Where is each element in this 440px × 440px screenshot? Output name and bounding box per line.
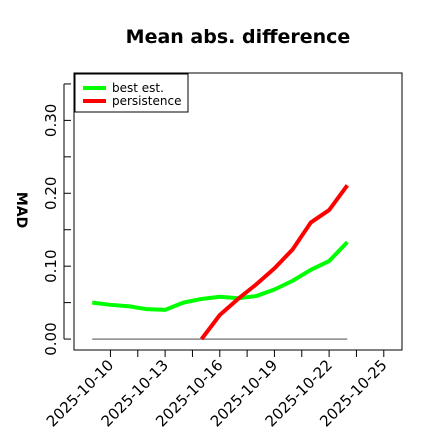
legend-label: persistence (112, 94, 181, 108)
legend-box (74, 73, 189, 113)
y-axis-label: MAD (13, 192, 29, 228)
series-line-persistence (199, 184, 349, 341)
y-axis: 0.00 0.10 0.20 0.30 (42, 83, 71, 356)
y-tick-label: 0.30 (42, 104, 60, 137)
y-tick-label: 0.10 (42, 249, 60, 282)
y-tick-label: 0.00 (42, 322, 60, 355)
series-line-best-est (91, 240, 349, 312)
x-axis: 2025-10-102025-10-132025-10-162025-10-19… (43, 350, 391, 430)
legend-label: best est. (112, 81, 164, 95)
plot-frame (73, 72, 403, 351)
y-tick-label: 0.20 (42, 177, 60, 210)
series-layer (91, 184, 349, 341)
legend: best est.persistence (74, 73, 189, 113)
chart-title: Mean abs. difference (126, 26, 351, 48)
